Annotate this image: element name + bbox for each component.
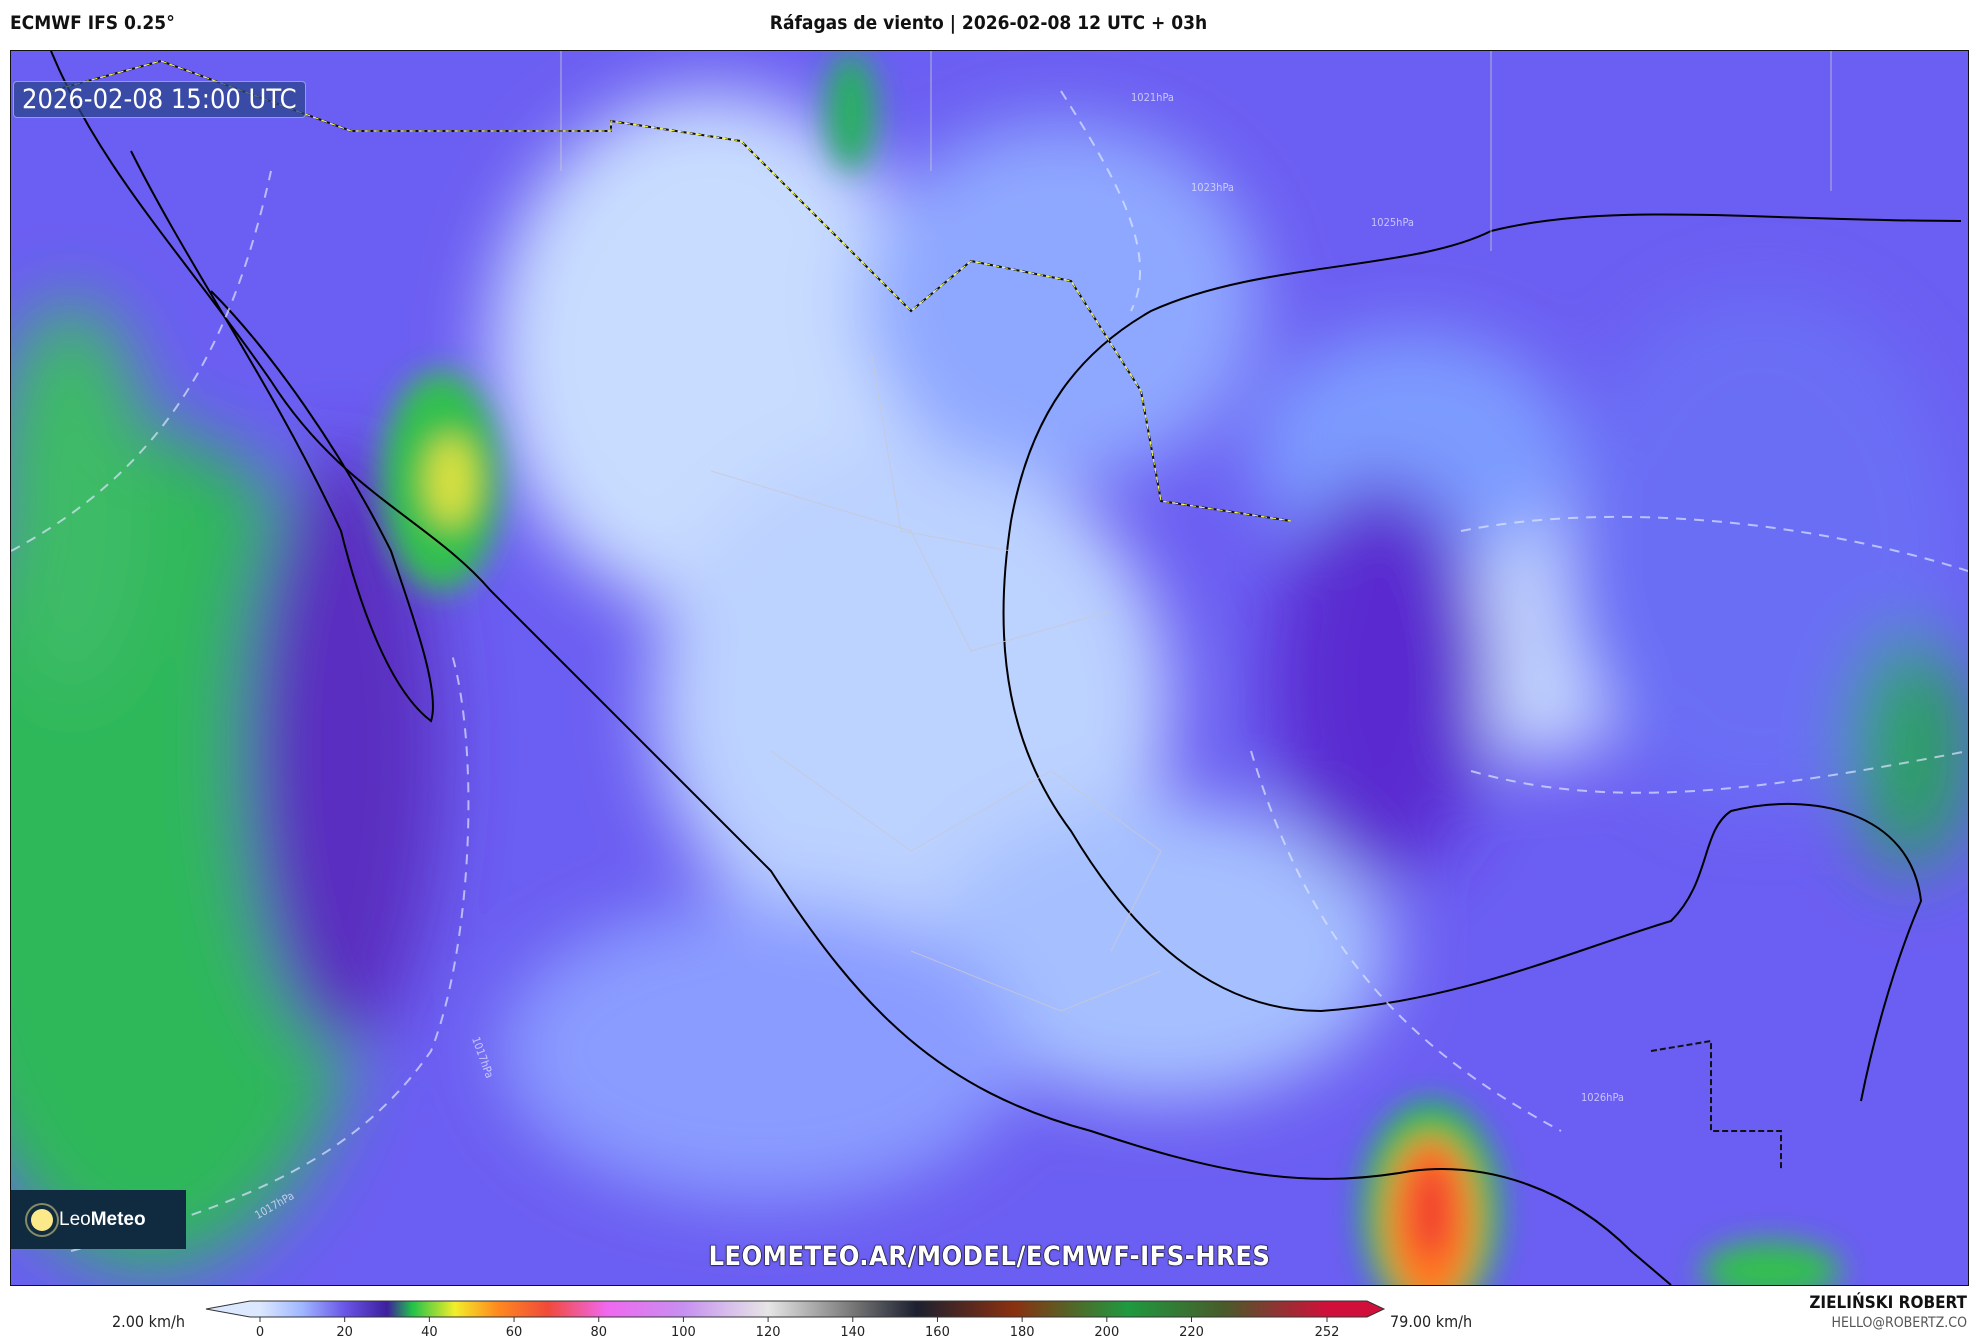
- author-name: ZIELIŃSKI ROBERT: [1809, 1293, 1967, 1313]
- colorbar-max-label: 79.00 km/h: [1390, 1312, 1473, 1331]
- colorbar-tick-label: 80: [590, 1325, 607, 1339]
- watermark-url: LEOMETEO.AR/MODEL/ECMWF-IFS-HRES: [708, 1241, 1271, 1273]
- colorbar-tick-label: 120: [756, 1325, 781, 1339]
- colorbar-tick-label: 200: [1094, 1325, 1119, 1339]
- colorbar-ramp: [205, 1300, 1386, 1318]
- colorbar-tick-label: 20: [336, 1325, 353, 1339]
- colorbar-tick-label: 40: [421, 1325, 438, 1339]
- isobar-label: 1021hPa: [1131, 91, 1174, 104]
- colorbar-tick-label: 252: [1315, 1325, 1340, 1339]
- sun-icon: [31, 1208, 53, 1231]
- colorbar-tick-label: 100: [671, 1325, 696, 1339]
- colorbar: 0 20 40 60 80 100 120 140 160 180 200 220 252: [205, 1300, 1386, 1339]
- chart-title: Ráfagas de viento | 2026-02-08 12 UTC + …: [769, 12, 1208, 34]
- colorbar-tick-label: 140: [840, 1325, 865, 1339]
- isobar-label: 1023hPa: [1191, 181, 1234, 194]
- colorbar-tick-label: 160: [925, 1325, 950, 1339]
- colorbar-tick-label: 180: [1010, 1325, 1035, 1339]
- model-label: ECMWF IFS 0.25°: [10, 12, 175, 34]
- author-email[interactable]: HELLO@ROBERTZ.CO: [1831, 1315, 1968, 1331]
- author-credit: ZIELIŃSKI ROBERT HELLO@ROBERTZ.CO: [1809, 1293, 1967, 1331]
- valid-time-badge: 2026-02-08 15:00 UTC: [13, 81, 306, 118]
- map-field: [11, 51, 1968, 1285]
- colorbar-min-label: 2.00 km/h: [112, 1312, 185, 1331]
- colorbar-tick-label: 60: [506, 1325, 523, 1339]
- wind-gust-map[interactable]: 1021hPa 1023hPa 1025hPa 1017hPa 1017hPa …: [10, 50, 1969, 1286]
- leometeo-logo[interactable]: LeoMeteo: [11, 1190, 186, 1249]
- colorbar-tick-label: 0: [256, 1325, 264, 1339]
- isobar-label: 1025hPa: [1371, 216, 1414, 229]
- logo-text: LeoMeteo: [59, 1208, 146, 1230]
- colorbar-tick-label: 220: [1179, 1325, 1204, 1339]
- isobar-label: 1026hPa: [1581, 1091, 1624, 1104]
